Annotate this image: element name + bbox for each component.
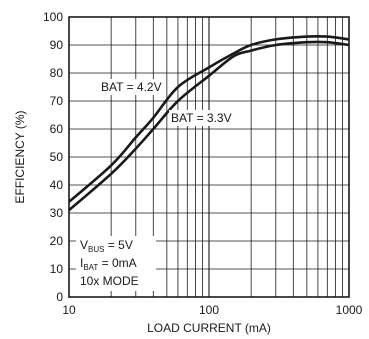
grid-lines bbox=[69, 17, 349, 297]
y-tick-label: 80 bbox=[50, 66, 64, 80]
x-tick-label: 10 bbox=[62, 303, 76, 317]
ibat-symbol: I bbox=[80, 256, 83, 270]
y-tick-label: 20 bbox=[50, 234, 64, 248]
y-tick-label: 0 bbox=[56, 290, 63, 304]
ibat-subscript: BAT bbox=[83, 263, 98, 272]
series-label-bg-3v3 bbox=[169, 110, 234, 126]
y-tick-label: 100 bbox=[43, 10, 63, 24]
y-tick-label: 50 bbox=[50, 150, 64, 164]
series-label-4v2: BAT = 4.2V bbox=[101, 80, 162, 94]
series-label-3v3: BAT = 3.3V bbox=[171, 111, 232, 125]
y-tick-label: 60 bbox=[50, 122, 64, 136]
plot-frame bbox=[68, 16, 350, 298]
y-tick-label: 90 bbox=[50, 38, 64, 52]
x-tick-label: 100 bbox=[199, 303, 219, 317]
vbus-subscript: BUS bbox=[88, 245, 104, 254]
x-tick-label: 1000 bbox=[336, 303, 363, 317]
y-tick-label: 40 bbox=[50, 178, 64, 192]
series-lines bbox=[68, 34, 350, 212]
y-tick-label: 10 bbox=[50, 262, 64, 276]
condition-ibat: IBAT = 0mA bbox=[80, 256, 137, 272]
y-axis-label: EFFICIENCY (%) bbox=[13, 110, 27, 203]
y-tick-label: 70 bbox=[50, 94, 64, 108]
condition-mode: 10x MODE bbox=[80, 274, 139, 288]
y-tick-label: 30 bbox=[50, 206, 64, 220]
x-axis-label: LOAD CURRENT (mA) bbox=[147, 321, 271, 335]
condition-vbus: VBUS = 5V bbox=[80, 238, 133, 254]
vbus-symbol: V bbox=[80, 238, 88, 252]
ibat-value: = 0mA bbox=[98, 256, 136, 270]
vbus-value: = 5V bbox=[104, 238, 132, 252]
series-label-bg-4v2 bbox=[99, 79, 164, 95]
series-line-1 bbox=[68, 34, 350, 203]
conditions-box-bg bbox=[76, 236, 156, 291]
series-line-2 bbox=[68, 40, 350, 212]
